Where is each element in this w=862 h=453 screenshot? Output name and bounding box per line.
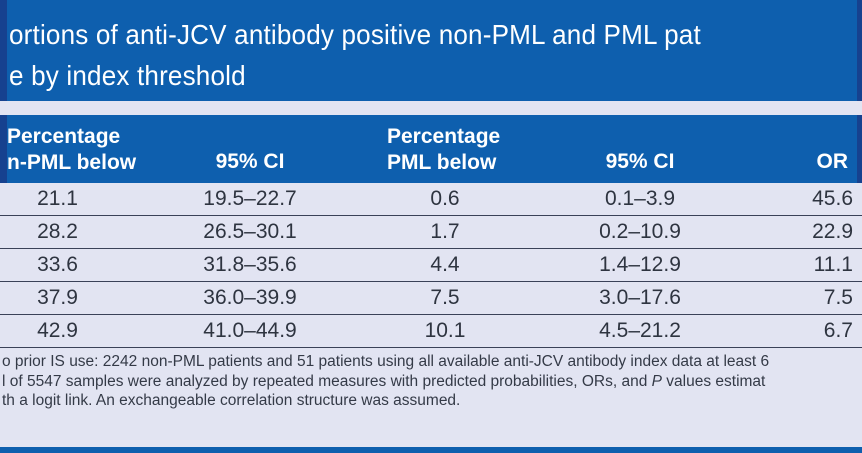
cell-or: 7.5: [823, 286, 853, 309]
table-row: 37.9 36.0–39.9 7.5 3.0–17.6 7.5: [0, 282, 862, 315]
column-header-ci-pml: 95% CI: [605, 150, 675, 173]
cell-or: 22.9: [812, 220, 853, 243]
cell-pct-pml: 0.6: [430, 187, 460, 210]
cell-ci-nonpml: 36.0–39.9: [203, 286, 297, 309]
cell-ci-pml: 4.5–21.2: [599, 319, 681, 342]
cell-pct-nonpml: 42.9: [37, 319, 78, 342]
column-header-ci-nonpml: 95% CI: [215, 150, 285, 173]
cell-or: 6.7: [823, 319, 853, 342]
italic-p: P: [651, 372, 662, 390]
table-title-band: ortions of anti-JCV antibody positive no…: [0, 0, 862, 101]
table-header-band: Percentage n-PML below 95% CI Percentage…: [0, 115, 862, 183]
cell-pct-pml: 4.4: [430, 253, 460, 276]
cell-pct-nonpml: 37.9: [37, 286, 78, 309]
table-row: 28.2 26.5–30.1 1.7 0.2–10.9 22.9: [0, 216, 862, 249]
footnote-line2: l of 5547 samples were analyzed by repea…: [2, 372, 766, 390]
table-footnote: o prior IS use: 2242 non-PML patients an…: [2, 352, 862, 411]
cell-pct-pml: 10.1: [424, 319, 466, 342]
cell-pct-nonpml: 33.6: [37, 253, 78, 276]
band-left-edge: [0, 115, 7, 183]
table-row: 42.9 41.0–44.9 10.1 4.5–21.2 6.7: [0, 315, 862, 348]
table-title-line1: ortions of anti-JCV antibody positive no…: [9, 19, 701, 50]
cell-ci-pml: 0.1–3.9: [604, 187, 676, 210]
cell-ci-nonpml: 19.5–22.7: [203, 187, 297, 210]
cell-ci-nonpml: 26.5–30.1: [203, 220, 297, 243]
table-title: ortions of anti-JCV antibody positive no…: [9, 14, 701, 96]
column-header-or: OR: [816, 150, 849, 173]
column-header-percentage-pml: Percentage PML below: [387, 125, 501, 174]
table-row: 33.6 31.8–35.6 4.4 1.4–12.9 11.1: [0, 249, 862, 282]
cell-ci-pml: 1.4–12.9: [599, 253, 681, 276]
table-row: 21.1 19.5–22.7 0.6 0.1–3.9 45.6: [0, 183, 862, 216]
table-body: 21.1 19.5–22.7 0.6 0.1–3.9 45.6 28.2 26.…: [0, 183, 862, 348]
band-right-edge: [857, 115, 862, 183]
cell-or: 45.6: [812, 187, 853, 210]
bottom-blue-bar: [0, 447, 862, 453]
footnote-line1: o prior IS use: 2242 non-PML patients an…: [2, 353, 770, 370]
column-header-percentage-nonpml: Percentage n-PML below: [7, 125, 137, 174]
table-title-line2: e by index threshold: [9, 60, 246, 91]
band-right-edge: [857, 0, 862, 101]
cell-pct-nonpml: 28.2: [37, 220, 78, 243]
band-left-edge: [0, 0, 7, 101]
cell-pct-pml: 7.5: [430, 286, 460, 309]
cell-pct-pml: 1.7: [430, 220, 460, 243]
cell-ci-nonpml: 41.0–44.9: [203, 319, 297, 342]
cell-or: 11.1: [813, 253, 853, 276]
cell-ci-nonpml: 31.8–35.6: [203, 253, 297, 276]
cell-ci-pml: 0.2–10.9: [599, 220, 681, 243]
cell-ci-pml: 3.0–17.6: [599, 286, 681, 309]
cell-pct-nonpml: 21.1: [37, 187, 78, 210]
footnote-line3: th a logit link. An exchangeable correla…: [2, 392, 461, 409]
